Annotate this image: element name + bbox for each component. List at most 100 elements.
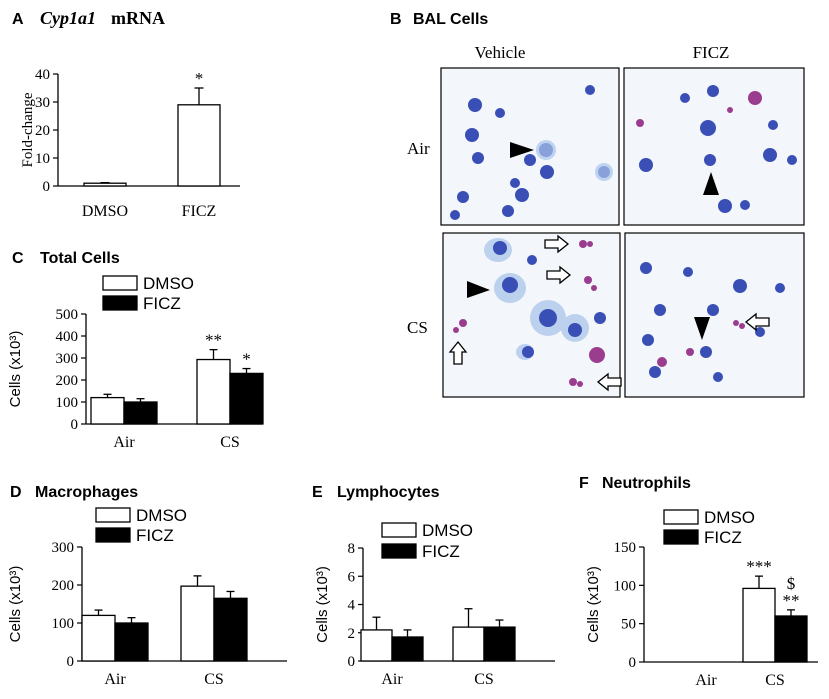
column-label-ficz: FICZ <box>693 43 730 62</box>
panel-c-title: Total Cells <box>40 250 120 267</box>
micrograph-cs-vehicle <box>442 232 622 398</box>
y-tick-label: 200 <box>52 578 75 594</box>
legend-label-dmso: DMSO <box>704 508 755 527</box>
panel-b-letter: B <box>390 11 402 28</box>
legend-swatch-dmso <box>102 275 138 291</box>
legend-label-ficz: FICZ <box>422 542 460 561</box>
micrograph-air-vehicle <box>440 67 620 226</box>
bar-dmso <box>452 626 485 662</box>
y-tick-label: 150 <box>614 540 637 556</box>
bar-dmso <box>742 587 776 663</box>
x-tick-label: Air <box>381 671 403 688</box>
x-tick-label: Air <box>113 434 135 451</box>
significance-label: * <box>242 350 251 369</box>
bar-dmso <box>180 585 215 662</box>
panel-e-title: Lymphocytes <box>337 484 440 501</box>
x-tick-label: CS <box>220 434 240 451</box>
legend-swatch-ficz <box>381 543 417 559</box>
legend-swatch-dmso <box>381 522 417 538</box>
significance-label: ** <box>205 331 222 350</box>
bar-ficz <box>114 622 149 662</box>
x-tick-label: CS <box>765 672 785 689</box>
x-tick-label: Air <box>695 672 717 689</box>
panel-a: A Cyp1a1 mRNA <box>12 8 165 28</box>
y-tick-label: 4 <box>348 598 356 614</box>
y-tick-label: 200 <box>56 373 79 389</box>
legend-swatch-ficz <box>102 295 138 311</box>
row-label-air: Air <box>407 139 430 158</box>
legend-label-ficz: FICZ <box>136 526 174 545</box>
panel-f-title: Neutrophils <box>602 475 691 492</box>
y-axis-label: Cells (x10³) <box>314 566 331 643</box>
y-tick-label: 2 <box>348 626 356 642</box>
panel-a-title-rest: mRNA <box>111 8 165 28</box>
panel-d-letter: D <box>10 484 22 501</box>
y-tick-label: 50 <box>621 617 636 633</box>
panel-d: D Macrophages <box>10 484 138 501</box>
x-tick-label: FICZ <box>182 203 217 220</box>
x-tick-label: CS <box>204 671 224 688</box>
y-tick-label: 10 <box>35 151 50 167</box>
row-label-cs: CS <box>407 318 428 337</box>
legend-label-dmso: DMSO <box>136 506 187 525</box>
significance-label: ** <box>783 591 800 610</box>
panel-c: C Total Cells <box>12 250 120 267</box>
x-tick-label: CS <box>474 671 494 688</box>
panel-d-title: Macrophages <box>35 484 138 501</box>
legend-label-dmso: DMSO <box>422 521 473 540</box>
bar-ficz <box>774 615 808 663</box>
y-tick-label: 500 <box>56 307 79 323</box>
y-tick-label: 100 <box>52 616 75 632</box>
panel-e-letter: E <box>312 484 323 501</box>
y-tick-label: 0 <box>67 654 75 670</box>
micrograph-air-ficz <box>623 67 805 226</box>
y-axis-label: Cells (x10³) <box>7 566 24 643</box>
panel-c-letter: C <box>12 250 24 267</box>
y-tick-label: 100 <box>56 395 79 411</box>
panel-b: B BAL Cells Vehicle FICZ Air CS <box>390 11 805 398</box>
y-tick-label: 300 <box>52 540 75 556</box>
bar-ficz <box>483 626 516 662</box>
column-label-vehicle: Vehicle <box>475 43 526 62</box>
legend-swatch-dmso <box>95 507 131 523</box>
y-axis-label: Fold-change <box>20 92 36 167</box>
y-tick-label: 20 <box>35 123 50 139</box>
y-tick-label: 0 <box>629 655 637 671</box>
legend-swatch-dmso <box>663 509 699 525</box>
bar-dmso <box>90 396 125 425</box>
y-tick-label: 0 <box>43 179 51 195</box>
bar-dmso <box>81 614 116 662</box>
significance-label: $ <box>787 574 796 593</box>
y-tick-label: 6 <box>348 569 356 585</box>
panel-f: F Neutrophils <box>579 475 691 492</box>
panel-a-letter: A <box>12 11 24 28</box>
significance-label: *** <box>746 557 772 576</box>
y-axis-label: Cells (x10³) <box>585 566 602 643</box>
chart-cyp1a1: 0 10 20 30 40 Fold-change DMSO * FICZ <box>20 67 240 220</box>
x-tick-label: DMSO <box>82 203 128 220</box>
y-tick-label: 400 <box>56 329 79 345</box>
significance-label: * <box>195 69 204 88</box>
bar-ficz <box>391 636 424 662</box>
y-axis-label: Cells (x10³) <box>7 331 24 408</box>
legend-swatch-ficz <box>95 527 131 543</box>
y-tick-label: 0 <box>71 417 79 433</box>
bar-ficz <box>123 401 158 425</box>
bar-ficz <box>177 104 221 187</box>
panel-b-title: BAL Cells <box>413 11 488 28</box>
y-tick-label: 0 <box>348 654 356 670</box>
bar-ficz <box>213 597 248 662</box>
legend-swatch-ficz <box>663 529 699 545</box>
bar-ficz <box>229 372 264 425</box>
y-tick-label: 100 <box>614 578 637 594</box>
x-tick-label: Air <box>104 671 126 688</box>
bar-dmso <box>83 182 127 187</box>
micrograph-cs-ficz <box>624 232 805 398</box>
y-tick-label: 300 <box>56 351 79 367</box>
panel-a-title-gene: Cyp1a1 <box>40 8 96 28</box>
panel-e: E Lymphocytes <box>312 484 440 501</box>
